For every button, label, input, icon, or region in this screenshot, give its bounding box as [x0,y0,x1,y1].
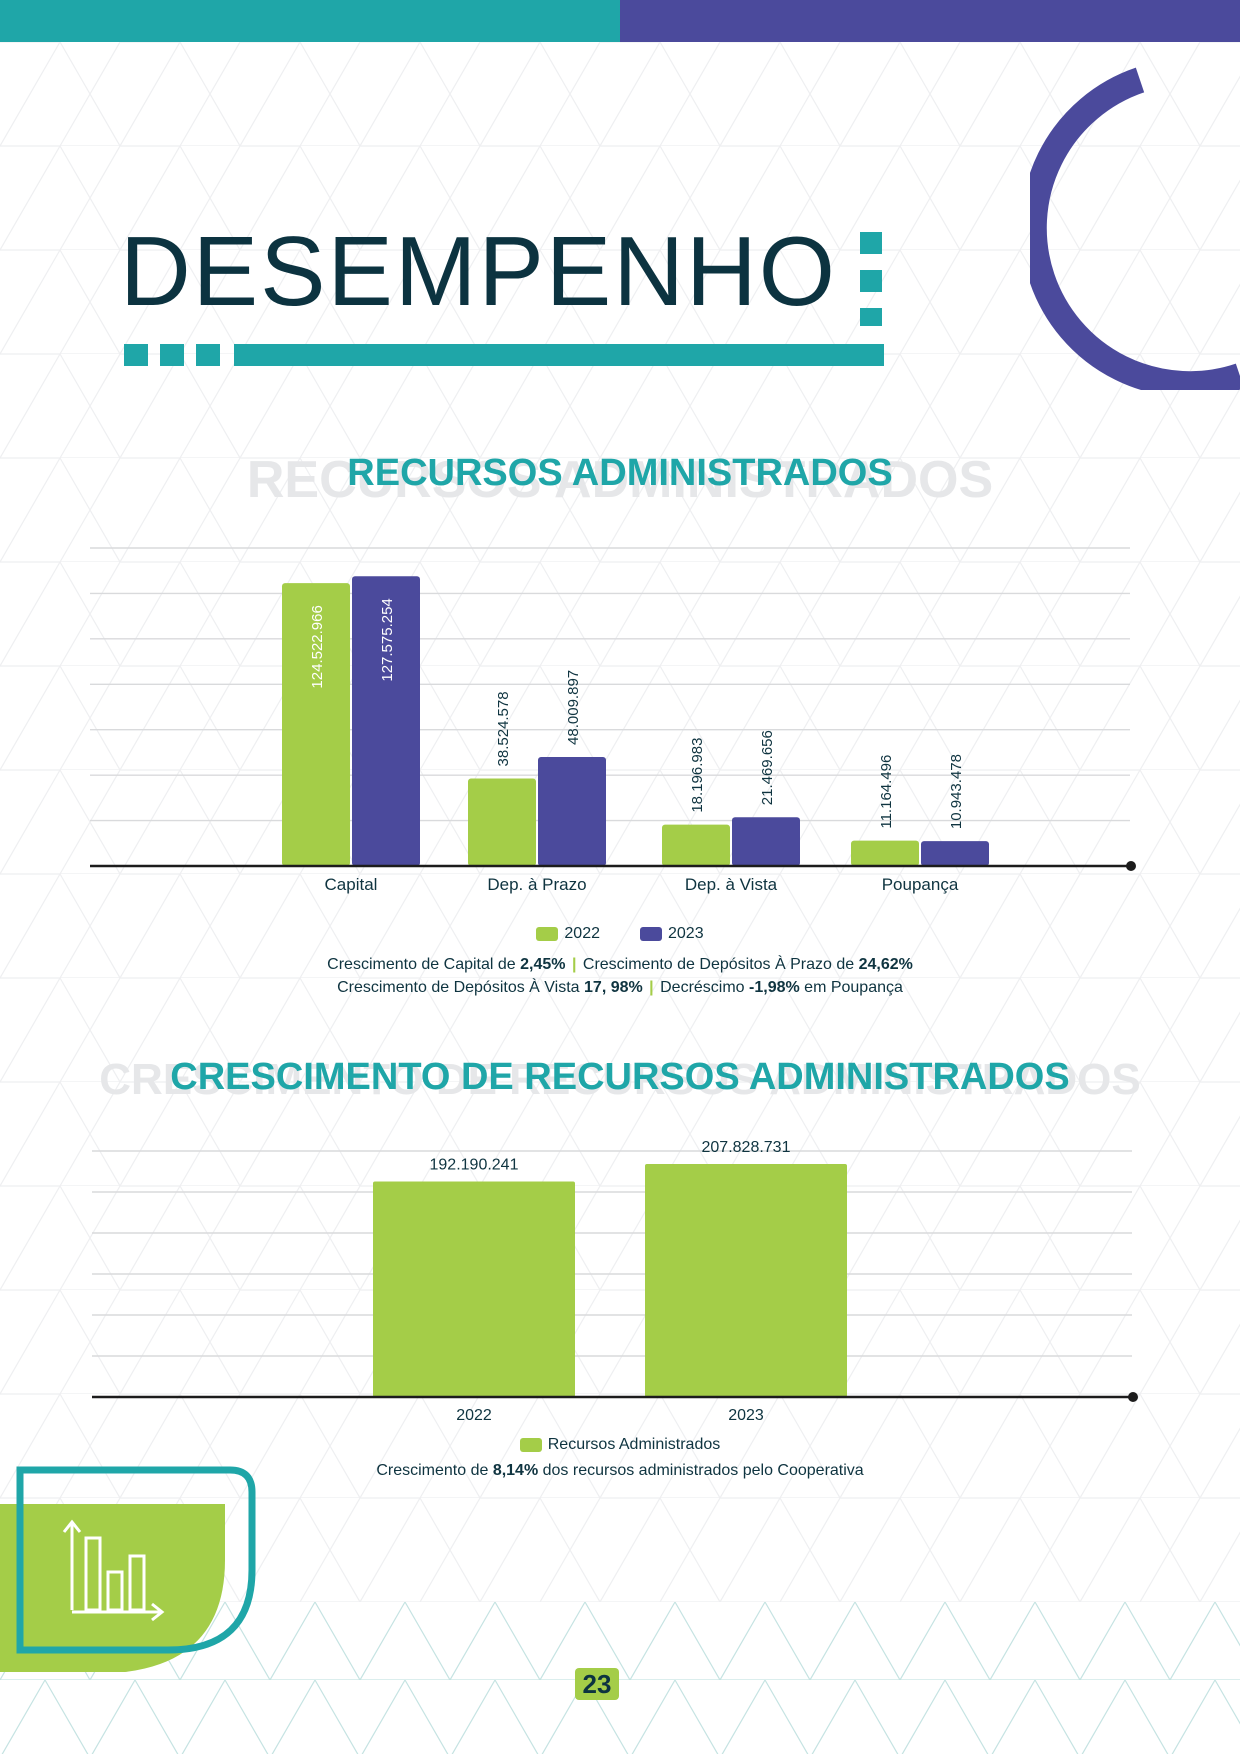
note-line: Crescimento de 8,14% dos recursos admini… [0,1459,1240,1482]
bar-chart-icon [62,1519,165,1622]
section-title: RECURSOS ADMINISTRADOS [347,452,893,494]
chart2-notes: Crescimento de 8,14% dos recursos admini… [0,1459,1240,1482]
title-decoration [860,308,882,326]
note-text: Decréscimo [660,979,750,997]
legend-label: 2023 [668,925,704,942]
top-bar-purple [620,0,1240,42]
section-title-shadow: CRESCIMENTO DE RECURSOS ADMINISTRADOS [99,1055,1141,1104]
note-value: 8,14% [492,1462,539,1479]
background-pattern [0,42,1240,1754]
title-underline-dot [124,344,148,366]
legend-swatch [519,1438,542,1452]
title-decoration [860,232,882,254]
note-text: Crescimento de Depósitos À Prazo de [582,956,859,973]
legend-label: 2022 [564,925,600,942]
top-bar-teal [0,0,620,42]
chart1-legend: 2022 2023 [0,925,1240,943]
note-value: 24,62% [858,956,913,973]
note-value: 2,45% [520,956,566,973]
note-value: -1,98% [749,979,800,997]
note-text: Crescimento de [376,1462,493,1479]
decorative-arc [1030,67,1240,390]
legend-item-2023: 2023 [640,925,704,943]
note-separator: | [567,956,581,973]
note-text: Crescimento de Depósitos À Vista [337,979,585,997]
note-line: Crescimento de Capital de 2,45% | Cresci… [0,953,1240,976]
title-decoration [860,270,882,292]
legend-item-recursos: Recursos Administrados [519,1436,721,1454]
chart2-legend: Recursos Administrados [0,1436,1240,1454]
note-line: Crescimento de Depósitos À Vista 17, 98%… [0,976,1240,999]
legend-label: Recursos Administrados [547,1436,721,1453]
page-number: 23 [575,1668,619,1700]
note-text: Crescimento de Capital de [327,956,521,973]
legend-swatch [536,927,559,941]
legend-item-2022: 2022 [536,925,600,943]
note-text: dos recursos administrados pelo Cooperat… [538,1462,864,1479]
title-underline-dot [160,344,184,366]
title-underline [234,344,884,366]
note-text: em Poupança [799,979,903,997]
page-title: DESEMPENHO [120,216,838,326]
corner-badge [0,1466,256,1672]
chart1-notes: Crescimento de Capital de 2,45% | Cresci… [0,953,1240,999]
legend-swatch [640,927,662,941]
section-title-shadow: RECURSOS ADMINISTRADOS [246,451,994,509]
title-underline-dot [196,344,220,366]
note-value: 17, 98% [584,979,643,997]
section-title: CRESCIMENTO DE RECURSOS ADMINISTRADOS [170,1056,1070,1098]
note-separator: | [644,979,659,997]
